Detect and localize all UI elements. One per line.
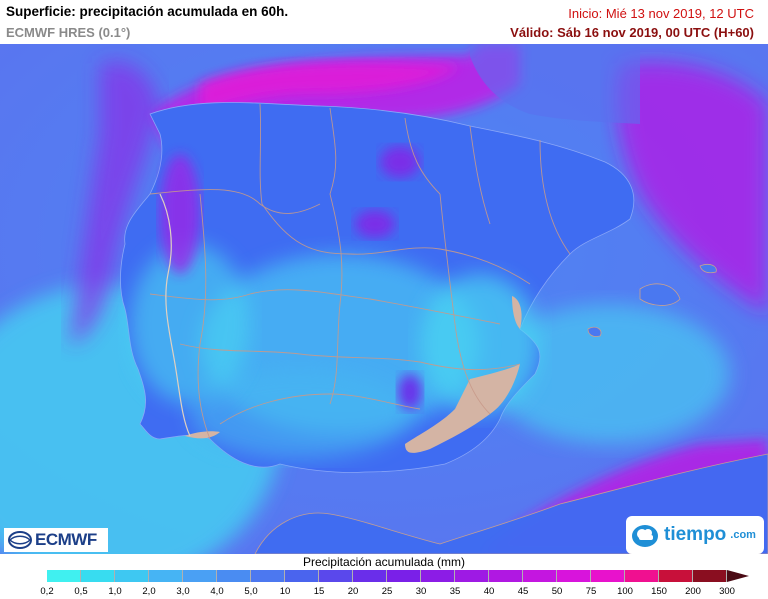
dry-zone-southeast [405, 364, 520, 453]
map-canvas [0, 44, 768, 554]
color-swatch [523, 570, 557, 582]
scale-tick-label: 0,5 [74, 586, 88, 597]
portugal-spain-border [159, 193, 191, 437]
ecmwf-logo-text: ECMWF [35, 530, 97, 549]
scale-tick-label: 5,0 [244, 586, 258, 597]
scale-tick-label: 4,0 [210, 586, 224, 597]
scale-tick-label: 45 [517, 586, 529, 597]
color-swatch [591, 570, 625, 582]
color-swatch [421, 570, 455, 582]
scale-tick-label: 50 [551, 586, 563, 597]
scale-tick-label: 150 [651, 586, 667, 597]
color-swatch [81, 570, 115, 582]
south-light-area [190, 369, 410, 459]
color-swatch [285, 570, 319, 582]
mediterranean-light-area [490, 304, 730, 444]
scale-tick-label: 15 [313, 586, 325, 597]
tiempo-logo: tiempo .com [626, 516, 764, 554]
dry-zone-algarve [185, 431, 220, 439]
heavy-core-galicia [160, 154, 200, 274]
scale-tick-label: 25 [381, 586, 393, 597]
scale-tick-label: 1,0 [108, 586, 122, 597]
ecmwf-logo: ECMWF [4, 528, 108, 552]
color-swatch [489, 570, 523, 582]
color-swatch [693, 570, 727, 582]
heavy-core-burgos [380, 146, 420, 178]
color-scale-arrow [727, 570, 749, 582]
scale-tick-label: 10 [279, 586, 291, 597]
scale-tick-label: 20 [347, 586, 359, 597]
color-scale-ticks: 0,2 0,5 1,0 2,0 3,0 4,0 5,0 10 15 20 25 30 35 40 45 50 7… [40, 586, 735, 598]
color-swatch [115, 570, 149, 582]
ibiza-island [587, 326, 602, 337]
color-swatch [659, 570, 693, 582]
color-swatch [47, 570, 81, 582]
color-scale [47, 570, 727, 582]
color-swatch [625, 570, 659, 582]
scale-tick-label: 100 [617, 586, 633, 597]
scale-tick-label: 300 [719, 586, 735, 597]
regional-borders [149, 103, 571, 440]
france-coast [470, 44, 640, 124]
ecmwf-globe-icon [8, 531, 32, 549]
tiempo-logo-text: tiempo [664, 524, 727, 545]
scale-tick-label: 2,0 [142, 586, 156, 597]
mediterranean-heavy-band [616, 61, 768, 314]
legend-title: Precipitación acumulada (mm) [302, 555, 466, 569]
scale-tick-label: 40 [483, 586, 495, 597]
color-swatch [319, 570, 353, 582]
color-swatch [251, 570, 285, 582]
color-swatch [149, 570, 183, 582]
biscay-core [200, 61, 460, 114]
dry-zone-valencia [512, 296, 522, 329]
heavy-core-sistema-central [355, 210, 395, 238]
scale-tick-label: 30 [415, 586, 427, 597]
model-label: ECMWF HRES (0.1°) [6, 25, 131, 40]
scale-tick-label: 200 [685, 586, 701, 597]
menorca-island [699, 264, 717, 274]
color-swatch [183, 570, 217, 582]
precipitation-map [0, 44, 768, 554]
scale-tick-label: 0,2 [40, 586, 54, 597]
color-swatch [387, 570, 421, 582]
scale-tick-label: 35 [449, 586, 461, 597]
init-time: Inicio: Mié 13 nov 2019, 12 UTC [568, 6, 754, 21]
color-swatch [353, 570, 387, 582]
color-swatch [217, 570, 251, 582]
west-light-area [130, 244, 250, 404]
map-title: Superficie: precipitación acumulada en 6… [6, 4, 289, 19]
color-swatch [557, 570, 591, 582]
color-swatch [455, 570, 489, 582]
tiempo-logo-domain: .com [730, 529, 756, 541]
scale-tick-label: 3,0 [176, 586, 190, 597]
mallorca-island [639, 283, 681, 306]
valid-time: Válido: Sáb 16 nov 2019, 00 UTC (H+60) [510, 25, 754, 40]
tiempo-cloud-icon [632, 525, 658, 547]
heavy-core-granada [398, 374, 422, 410]
atlantic-heavy-band [70, 61, 160, 344]
scale-tick-label: 75 [585, 586, 597, 597]
